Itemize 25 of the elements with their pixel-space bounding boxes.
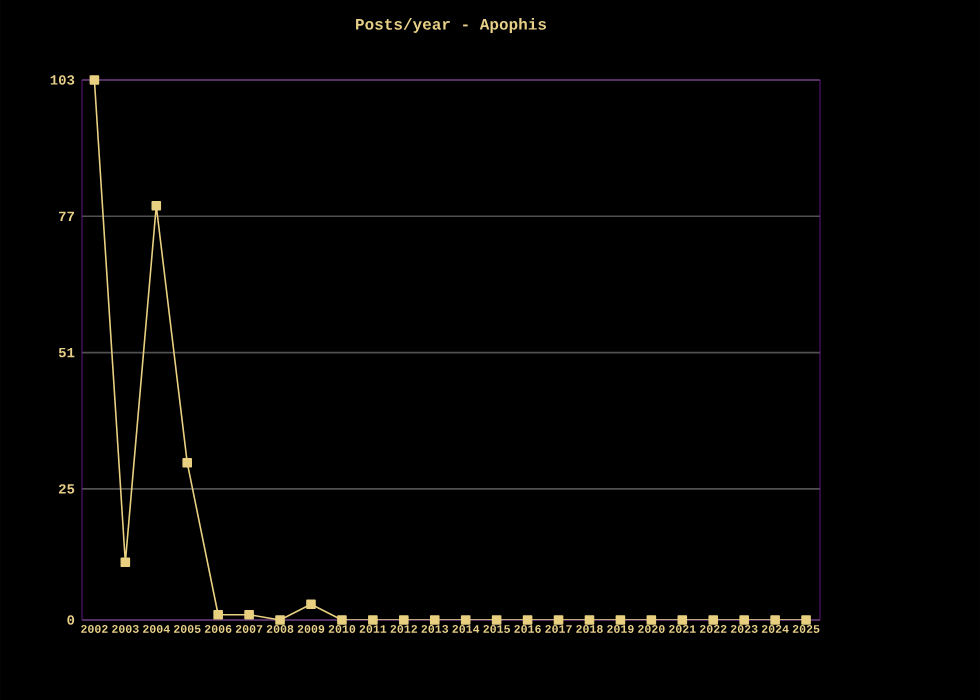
point: [801, 615, 811, 625]
chart-title: Posts/year - Apophis: [356, 18, 547, 33]
point: [584, 615, 595, 625]
point: [615, 615, 626, 625]
point: [460, 615, 471, 625]
point: [399, 615, 409, 625]
point: [151, 201, 162, 211]
point: [429, 615, 440, 625]
point: [337, 615, 347, 625]
point: [89, 75, 100, 85]
point: [770, 615, 780, 625]
point: [244, 609, 254, 620]
point: [213, 609, 223, 620]
point: [182, 457, 193, 468]
point: [646, 615, 657, 625]
point: [275, 615, 285, 625]
point: [491, 615, 502, 625]
point: [368, 615, 378, 625]
point: [306, 599, 316, 610]
point: [553, 615, 564, 625]
point: [522, 615, 533, 625]
point: [120, 557, 131, 568]
point: [739, 615, 749, 625]
point: [708, 615, 719, 625]
point: [677, 615, 688, 625]
